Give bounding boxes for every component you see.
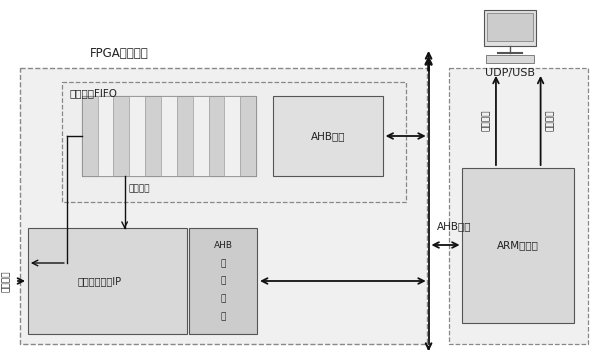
Text: 口: 口 (221, 277, 226, 286)
Text: ARM处理器: ARM处理器 (497, 241, 539, 251)
Bar (487, 13, 533, 41)
Text: FPGA硬件实现: FPGA硬件实现 (90, 47, 148, 60)
Bar (463, 168, 574, 323)
Text: 逻: 逻 (221, 294, 226, 303)
Bar (28, 228, 187, 334)
Bar (190, 228, 257, 334)
Bar (487, 55, 534, 63)
Bar (145, 96, 161, 176)
Text: 调试信息: 调试信息 (545, 109, 554, 131)
Text: AHB: AHB (214, 241, 233, 250)
Text: UDP/USB: UDP/USB (485, 68, 535, 78)
Bar (193, 96, 209, 176)
Bar (130, 96, 145, 176)
Text: 导航硬件加速IP: 导航硬件加速IP (77, 276, 122, 286)
Text: AHB接口: AHB接口 (311, 131, 345, 141)
Bar (161, 96, 177, 176)
Bar (177, 96, 193, 176)
Bar (224, 96, 241, 176)
Text: 接: 接 (221, 259, 226, 268)
Bar (484, 10, 536, 46)
Bar (273, 96, 383, 176)
Text: 中频数据: 中频数据 (2, 270, 11, 292)
Bar (20, 68, 427, 344)
Bar (82, 96, 98, 176)
Bar (113, 96, 130, 176)
Text: 中频数据FIFO: 中频数据FIFO (70, 88, 118, 98)
Bar (82, 96, 256, 176)
Bar (209, 96, 224, 176)
Text: 中频数据: 中频数据 (482, 109, 491, 131)
Text: 采样时钟: 采样时钟 (128, 184, 150, 193)
Text: AHB总线: AHB总线 (437, 221, 471, 231)
Bar (449, 68, 588, 344)
Bar (62, 82, 406, 202)
Bar (241, 96, 256, 176)
Text: 辑: 辑 (221, 312, 226, 321)
Bar (98, 96, 113, 176)
